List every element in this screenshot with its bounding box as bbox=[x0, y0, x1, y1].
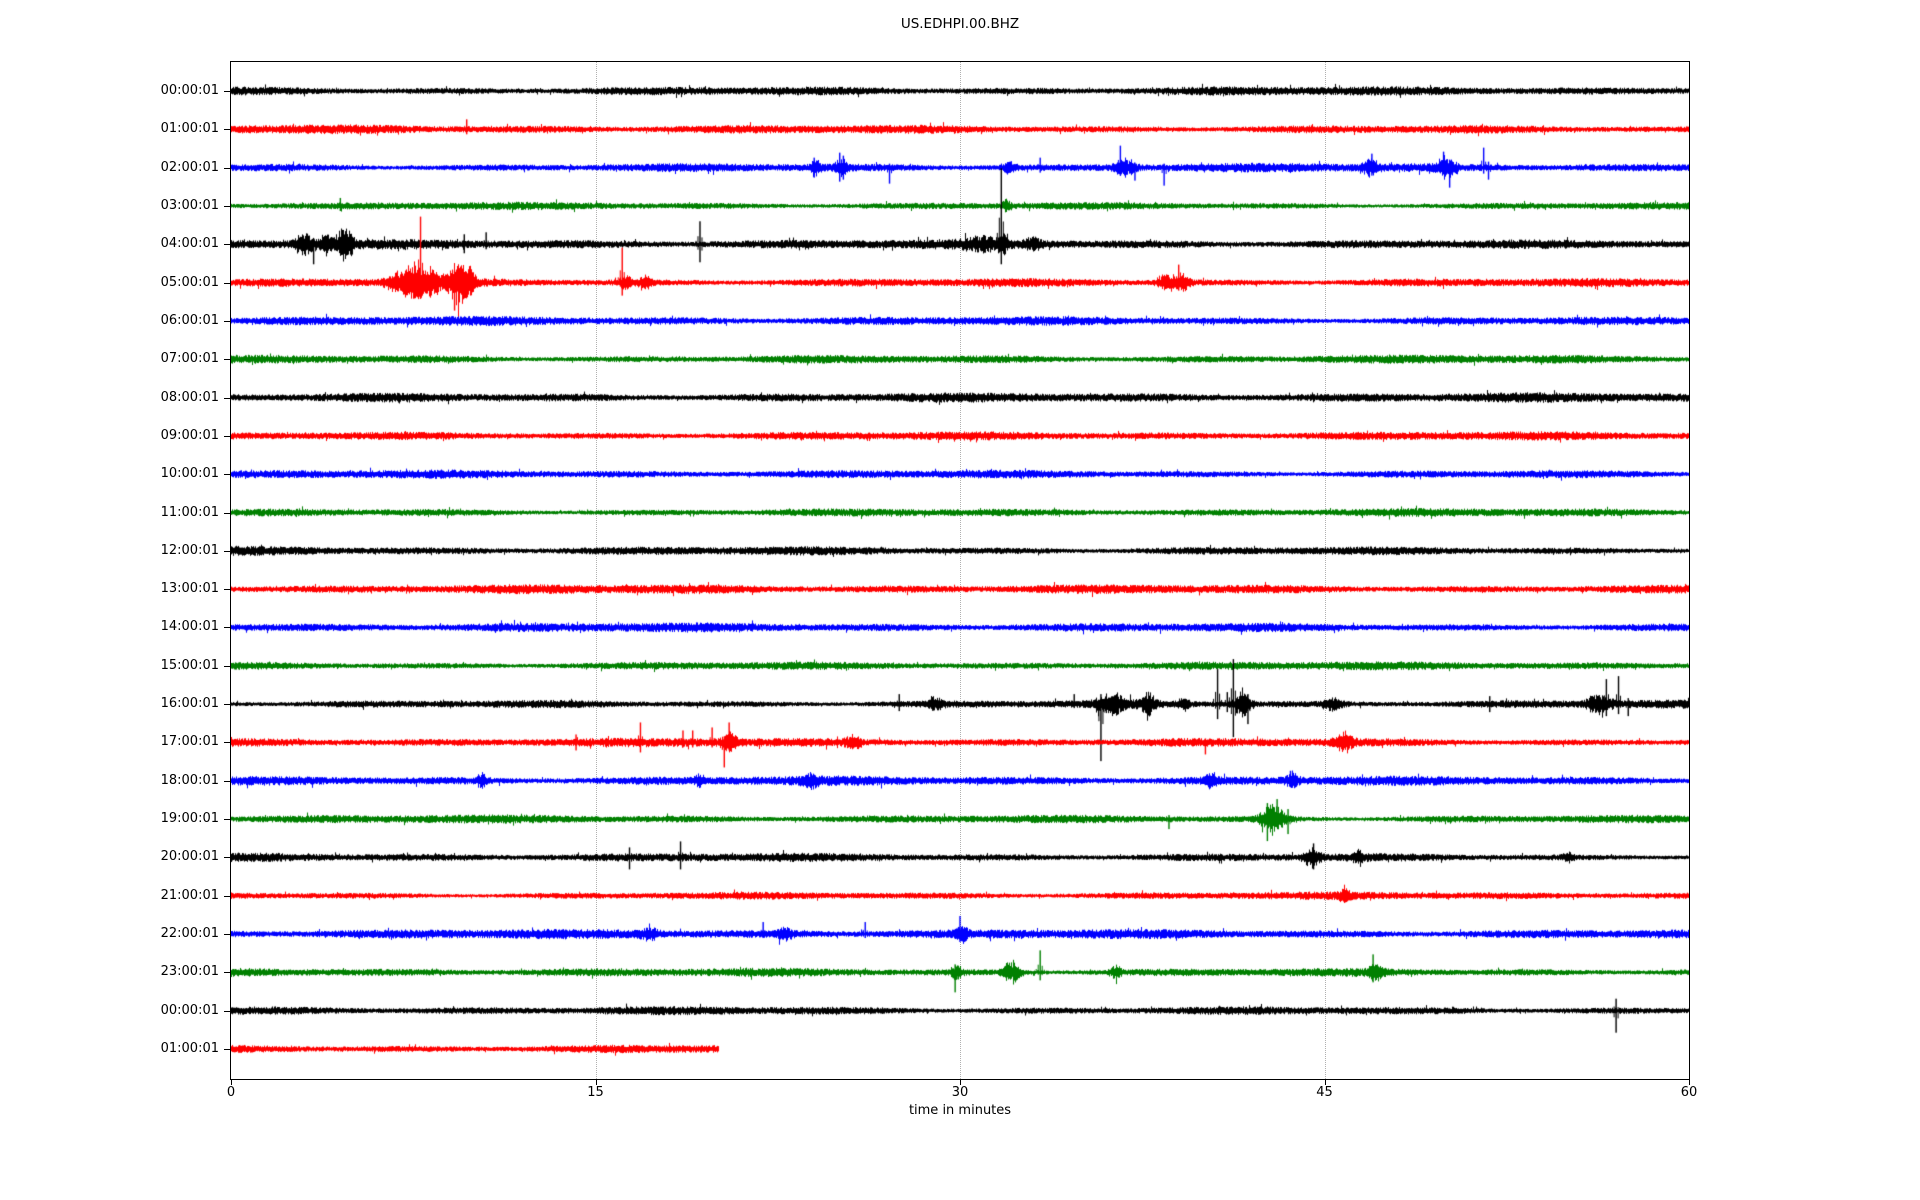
trace-label-4: 04:00:01 bbox=[160, 236, 219, 252]
trace-tick-1 bbox=[224, 129, 230, 131]
trace-tick-0 bbox=[224, 91, 230, 92]
trace-tick-15 bbox=[224, 665, 230, 667]
trace-label-6: 06:00:01 bbox=[160, 312, 219, 328]
trace-tick-10 bbox=[224, 474, 230, 476]
plot-title: US.EDHPI.00.BHZ bbox=[900, 16, 1020, 32]
trace-label-23: 23:00:01 bbox=[160, 964, 219, 980]
trace-label-5: 05:00:01 bbox=[160, 274, 219, 290]
trace-tick-21 bbox=[224, 895, 230, 897]
trace-label-9: 09:00:01 bbox=[160, 427, 219, 443]
trace-tick-7 bbox=[224, 359, 230, 361]
trace-label-17: 17:00:01 bbox=[160, 734, 219, 750]
trace-label-19: 19:00:01 bbox=[160, 811, 219, 827]
trace-label-25: 01:00:01 bbox=[160, 1041, 219, 1056]
trace-tick-9 bbox=[224, 435, 230, 437]
x-tick-15 bbox=[595, 1080, 597, 1085]
trace-tick-16 bbox=[224, 704, 230, 706]
trace-label-14: 14:00:01 bbox=[160, 619, 219, 635]
trace-label-8: 08:00:01 bbox=[160, 389, 219, 405]
trace-tick-13 bbox=[224, 589, 230, 591]
trace-label-2: 02:00:01 bbox=[160, 159, 219, 175]
trace-label-11: 11:00:01 bbox=[160, 504, 219, 520]
trace-label-16: 16:00:01 bbox=[160, 696, 219, 712]
x-tick-label-45: 45 bbox=[1316, 1085, 1333, 1100]
x-tick-label-0: 0 bbox=[226, 1085, 236, 1100]
trace-tick-5 bbox=[224, 282, 230, 284]
trace-tick-25 bbox=[224, 1049, 230, 1050]
trace-tick-11 bbox=[224, 512, 230, 514]
trace-tick-23 bbox=[224, 972, 230, 974]
trace-tick-2 bbox=[224, 167, 230, 169]
x-tick-label-30: 30 bbox=[951, 1085, 969, 1100]
trace-label-20: 20:00:01 bbox=[160, 849, 219, 865]
trace-label-22: 22:00:01 bbox=[160, 926, 219, 942]
trace-tick-19 bbox=[224, 819, 230, 821]
x-axis-label: time in minutes bbox=[908, 1103, 1012, 1118]
trace-tick-18 bbox=[224, 780, 230, 782]
x-tick-30 bbox=[960, 1080, 961, 1085]
trace-label-13: 13:00:01 bbox=[160, 581, 219, 597]
x-tick-45 bbox=[1324, 1080, 1326, 1085]
trace-tick-22 bbox=[224, 934, 230, 936]
trace-label-18: 18:00:01 bbox=[160, 772, 219, 788]
trace-label-12: 12:00:01 bbox=[160, 542, 219, 558]
trace-tick-20 bbox=[224, 857, 230, 859]
trace-label-1: 01:00:01 bbox=[160, 121, 219, 137]
waveform-canvas bbox=[231, 62, 1689, 1079]
trace-label-7: 07:00:01 bbox=[160, 351, 219, 367]
trace-tick-24 bbox=[224, 1010, 230, 1012]
trace-tick-6 bbox=[224, 320, 230, 322]
trace-label-21: 21:00:01 bbox=[160, 887, 219, 903]
trace-label-10: 10:00:01 bbox=[160, 466, 219, 482]
trace-tick-3 bbox=[224, 205, 230, 207]
trace-label-15: 15:00:01 bbox=[160, 657, 219, 673]
trace-tick-8 bbox=[224, 397, 230, 399]
x-tick-label-15: 15 bbox=[587, 1085, 604, 1100]
trace-label-0: 00:00:01 bbox=[160, 83, 219, 98]
trace-tick-4 bbox=[224, 244, 230, 246]
trace-tick-14 bbox=[224, 627, 230, 629]
x-tick-60 bbox=[1689, 1080, 1690, 1085]
x-tick-label-60: 60 bbox=[1680, 1085, 1698, 1100]
trace-tick-12 bbox=[224, 550, 230, 552]
trace-label-3: 03:00:01 bbox=[160, 197, 219, 213]
trace-tick-17 bbox=[224, 742, 230, 744]
x-tick-0 bbox=[231, 1080, 232, 1085]
trace-label-24: 00:00:01 bbox=[160, 1002, 219, 1018]
